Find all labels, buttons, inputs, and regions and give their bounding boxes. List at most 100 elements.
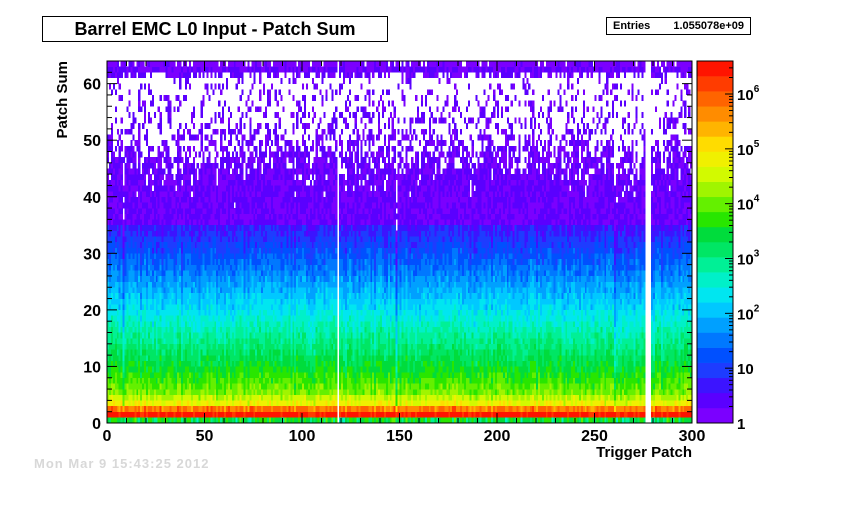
heatmap-cell: [220, 321, 223, 328]
heatmap-cell: [190, 417, 193, 424]
heatmap-cell: [159, 213, 162, 220]
heatmap-cell: [204, 174, 207, 180]
heatmap-cell: [181, 343, 184, 350]
heatmap-cell: [112, 343, 115, 350]
heatmap-cell: [118, 145, 121, 152]
heatmap-cell: [138, 202, 141, 209]
heatmap-cell: [132, 219, 135, 226]
heatmap-cell: [181, 281, 184, 288]
heatmap-cell: [188, 360, 192, 367]
heatmap-cell: [188, 162, 192, 169]
heatmap-cell: [202, 394, 205, 401]
heatmap-cell: [112, 258, 115, 265]
heatmap-cell: [153, 389, 156, 395]
heatmap-cell: [110, 292, 114, 299]
heatmap-cell: [120, 128, 123, 135]
heatmap-cell: [268, 298, 271, 305]
heatmap-cell: [185, 366, 188, 373]
heatmap-cell: [185, 253, 188, 260]
heatmap-cell: [210, 281, 213, 288]
heatmap-cell: [231, 321, 234, 328]
heatmap-cell: [225, 338, 229, 345]
heatmap-cell: [198, 309, 201, 316]
heatmap-cell: [159, 326, 162, 333]
heatmap-cell: [233, 377, 236, 384]
heatmap-cell: [130, 196, 133, 203]
heatmap-cell: [243, 349, 246, 356]
heatmap-cell: [136, 406, 139, 412]
heatmap-cell: [130, 174, 133, 180]
heatmap-cell: [126, 309, 129, 316]
heatmap-cell: [247, 219, 250, 226]
heatmap-cell: [157, 298, 160, 305]
heatmap-cell: [192, 349, 195, 356]
heatmap-cell: [280, 162, 283, 169]
heatmap-cell: [186, 219, 190, 226]
heatmap-cell: [280, 236, 283, 243]
heatmap-cell: [263, 292, 266, 299]
heatmap-cell: [218, 168, 221, 175]
heatmap-cell: [188, 394, 192, 401]
heatmap-cell: [214, 383, 217, 390]
heatmap-cell: [190, 208, 193, 214]
heatmap-cell: [192, 196, 195, 203]
heatmap-cell: [259, 196, 262, 203]
heatmap-cell: [122, 394, 125, 401]
heatmap-cell: [120, 202, 123, 209]
heatmap-cell: [116, 185, 119, 192]
heatmap-cell: [222, 253, 225, 260]
heatmap-cell: [259, 309, 262, 316]
heatmap-cell: [181, 287, 184, 294]
heatmap-cell: [268, 94, 271, 101]
heatmap-cell: [157, 406, 160, 412]
heatmap-cell: [192, 185, 195, 192]
heatmap-cell: [116, 298, 119, 305]
heatmap-cell: [196, 304, 199, 311]
heatmap-cell: [288, 360, 291, 367]
heatmap-cell: [114, 236, 117, 243]
heatmap-cell: [108, 343, 112, 350]
heatmap-cell: [175, 219, 178, 226]
heatmap-cell: [165, 196, 168, 203]
heatmap-cell: [183, 304, 186, 311]
heatmap-cell: [214, 417, 217, 424]
heatmap-cell: [153, 372, 156, 378]
heatmap-cell: [146, 134, 149, 141]
heatmap-cell: [120, 377, 123, 384]
heatmap-cell: [116, 157, 119, 164]
heatmap-cell: [134, 230, 137, 237]
heatmap-cell: [210, 258, 213, 265]
heatmap-cell: [157, 270, 160, 277]
heatmap-cell: [116, 242, 119, 248]
heatmap-cell: [222, 191, 225, 197]
heatmap-cell: [142, 191, 145, 197]
heatmap-cell: [157, 400, 160, 407]
heatmap-cell: [151, 281, 154, 288]
heatmap-cell: [126, 213, 129, 220]
heatmap-cell: [185, 191, 188, 197]
heatmap-cell: [278, 383, 281, 390]
heatmap-cell: [220, 72, 223, 79]
heatmap-cell: [200, 162, 203, 169]
heatmap-cell: [241, 230, 244, 237]
heatmap-cell: [249, 179, 252, 186]
heatmap-cell: [157, 202, 160, 209]
heatmap-cell: [146, 253, 149, 260]
heatmap-cell: [124, 394, 127, 401]
heatmap-cell: [140, 196, 143, 203]
heatmap-cell: [225, 309, 229, 316]
heatmap-cell: [220, 400, 223, 407]
heatmap-cell: [261, 264, 264, 271]
heatmap-cell: [280, 411, 283, 418]
heatmap-cell: [124, 145, 127, 152]
heatmap-cell: [126, 270, 129, 277]
heatmap-cell: [155, 174, 158, 180]
heatmap-cell: [177, 72, 180, 79]
heatmap-cell: [132, 298, 135, 305]
heatmap-cell: [155, 213, 158, 220]
heatmap-cell: [132, 123, 135, 130]
heatmap-cell: [264, 343, 268, 350]
heatmap-cell: [278, 332, 281, 339]
heatmap-cell: [108, 66, 112, 73]
heatmap-cell: [247, 236, 250, 243]
